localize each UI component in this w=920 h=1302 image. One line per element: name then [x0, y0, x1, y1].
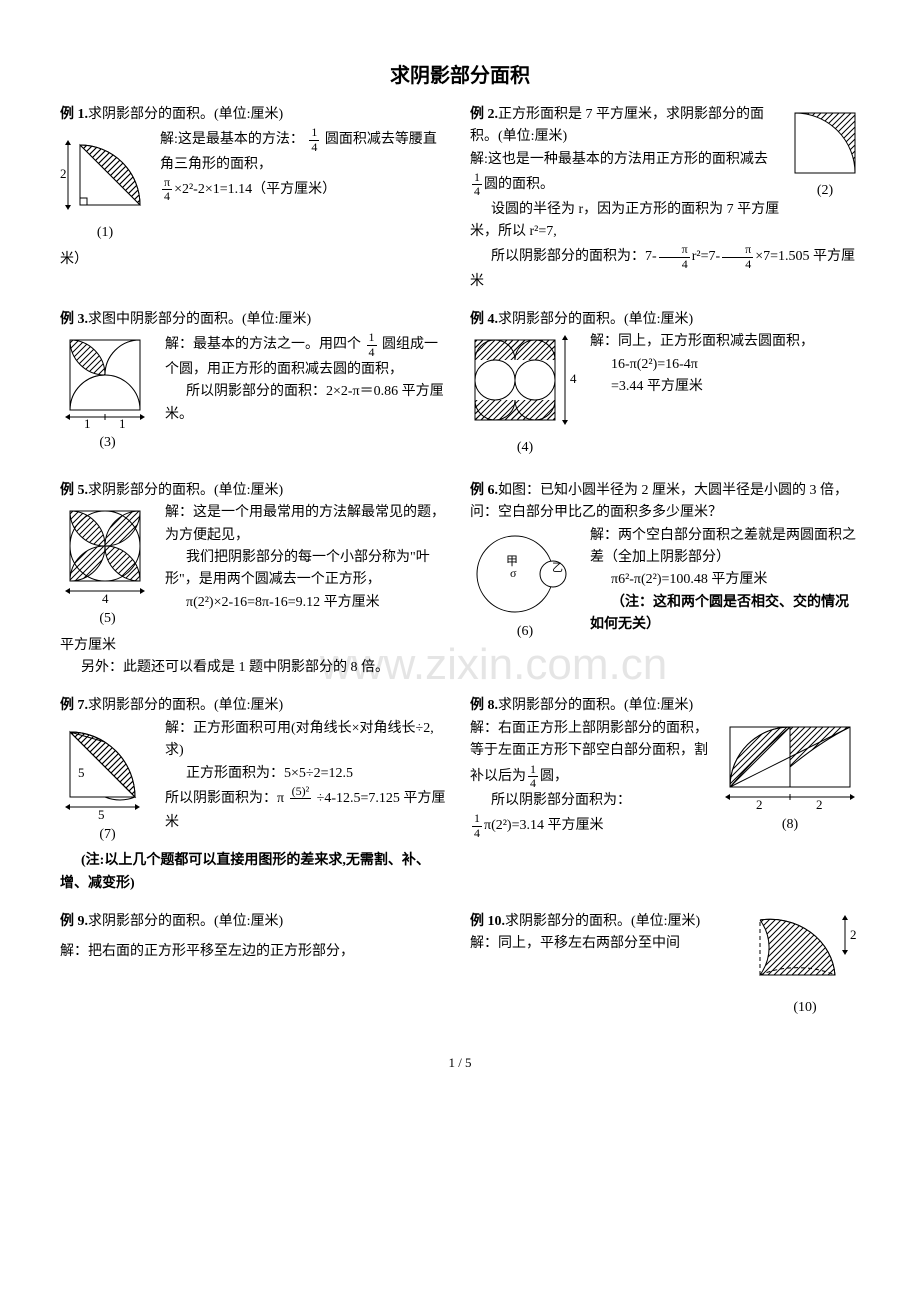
ex2-prompt: 正方形面积是 7 平方厘米，求阴影部分的面积。(单位:厘米)	[470, 107, 764, 144]
fig7-label: (7)	[60, 824, 155, 846]
svg-text:4: 4	[570, 371, 577, 386]
svg-text:5: 5	[98, 807, 105, 822]
ex6-sol1: 解：两个空白部分面积之差就是两圆面积之差（全加上阴影部分）	[590, 528, 856, 565]
ex2-heading: 例 2.	[470, 107, 498, 122]
ex5-heading: 例 5.	[60, 483, 88, 498]
ex4-prompt: 求阴影部分的面积。(单位:厘米)	[498, 312, 693, 327]
dim-label: 2	[60, 166, 67, 181]
fig3-label: (3)	[60, 432, 155, 454]
ex9-sol1: 解：把右面的正方形平移至左边的正方形部分，	[60, 941, 450, 963]
svg-text:5: 5	[78, 765, 85, 780]
ex9-heading: 例 9.	[60, 914, 88, 929]
ex7-sol3: 所以阴影面积为：π	[165, 791, 284, 806]
fig2-label: (2)	[790, 180, 860, 202]
example-7: 例 7.求阴影部分的面积。(单位:厘米) 5	[60, 695, 450, 895]
ex1-unit-tail: 米）	[60, 252, 88, 267]
example-5: 例 5.求阴影部分的面积。(单位:厘米) 4 (5) 解：	[60, 480, 450, 680]
ex1-sol1: 解:这是最基本的方法：	[160, 132, 304, 147]
svg-text:σ: σ	[510, 566, 517, 580]
figure-1: 2 (1)	[60, 130, 150, 244]
ex1-prompt: 求阴影部分的面积。(单位:厘米)	[88, 107, 283, 122]
ex8-prompt: 求阴影部分的面积。(单位:厘米)	[498, 698, 693, 713]
ex2-sol5: r²=7-	[692, 249, 720, 264]
svg-text:2: 2	[756, 797, 763, 812]
ex8-heading: 例 8.	[470, 698, 498, 713]
svg-text:2: 2	[816, 797, 823, 812]
fig8-label: (8)	[720, 814, 860, 836]
example-9: 例 9.求阴影部分的面积。(单位:厘米) 解：把右面的正方形平移至左边的正方形部…	[60, 911, 450, 1023]
svg-text:4: 4	[102, 591, 109, 606]
ex1-formula: ×2²-2×1=1.14（平方厘米）	[174, 182, 336, 197]
ex10-prompt: 求阴影部分的面积。(单位:厘米)	[505, 914, 700, 929]
example-6: 例 6.如图：已知小圆半径为 2 厘米，大圆半径是小圆的 3 倍，问：空白部分甲…	[470, 480, 860, 680]
figure-3: 1 1 (3)	[60, 335, 155, 454]
svg-text:乙: 乙	[552, 561, 563, 574]
page-title: 求阴影部分面积	[60, 60, 860, 92]
ex3-prompt: 求图中阴影部分的面积。(单位:厘米)	[88, 312, 311, 327]
ex5-sol1: 解：这是一个用最常用的方法解最常见的题，为方便起见，	[165, 505, 445, 542]
fig1-label: (1)	[60, 222, 150, 244]
ex4-sol1: 解：同上，正方形面积减去圆面积，	[590, 334, 814, 349]
ex8-sol4: π(2²)=3.14 平方厘米	[484, 818, 604, 833]
ex7-heading: 例 7.	[60, 698, 88, 713]
example-1: 例 1.求阴影部分的面积。(单位:厘米) 2 (1)	[60, 104, 450, 293]
ex2-sol3: 设圆的半径为 r，因为正方形的面积为 7 平方厘米，所以 r²=7,	[470, 199, 860, 244]
example-3: 例 3.求图中阴影部分的面积。(单位:厘米) 1 1	[60, 309, 450, 464]
example-2: (2) 例 2.正方形面积是 7 平方厘米，求阴影部分的面积。(单位:厘米) 解…	[470, 104, 860, 293]
ex1-heading: 例 1.	[60, 107, 88, 122]
ex3-sol1: 解：最基本的方法之一。用四个	[165, 337, 361, 352]
figure-4: 4 (4)	[470, 335, 580, 459]
ex6-heading: 例 6.	[470, 483, 498, 498]
ex7-note: (注:以上几个题都可以直接用图形的差来求,无需割、补、增、减变形)	[60, 850, 450, 895]
page-number: 1 / 5	[60, 1053, 860, 1074]
ex2-sol1: 解:这也是一种最基本的方法用正方形的面积减去	[470, 152, 768, 167]
ex7-sol1: 解：正方形面积可用(对角线长×对角线长÷2,求)	[165, 721, 434, 758]
ex2-sol4: 所以阴影部分的面积为：7-	[491, 249, 657, 264]
fig5-label: (5)	[60, 608, 155, 630]
ex5-prompt: 求阴影部分的面积。(单位:厘米)	[88, 483, 283, 498]
figure-8: 2 2 (8)	[720, 722, 860, 836]
example-8: 例 8.求阴影部分的面积。(单位:厘米) 2 2	[470, 695, 860, 895]
ex10-heading: 例 10.	[470, 914, 505, 929]
ex6-prompt: 如图：已知小圆半径为 2 厘米，大圆半径是小圆的 3 倍，问：空白部分甲比乙的面…	[470, 483, 848, 520]
svg-text:1: 1	[84, 416, 91, 430]
ex5-unit-tail: 平方厘米	[60, 638, 116, 653]
example-4: 例 4.求阴影部分的面积。(单位:厘米) 4	[470, 309, 860, 464]
example-10: 2 (10) 例 10.求阴影部分的面积。(单位:厘米) 解：同上，平移左右两部…	[470, 911, 860, 1023]
ex4-heading: 例 4.	[470, 312, 498, 327]
ex9-prompt: 求阴影部分的面积。(单位:厘米)	[88, 914, 283, 929]
fig4-label: (4)	[470, 437, 580, 459]
ex3-heading: 例 3.	[60, 312, 88, 327]
figure-6: 甲 σ 乙 (6)	[470, 529, 580, 643]
ex8-sol1: 解：右面正方形上部阴影部分的面积，等于左面正方形下部空白部分面积，割补以后为	[470, 721, 708, 784]
ex8-sol2: 圆，	[540, 769, 568, 784]
figure-2: (2)	[790, 108, 860, 202]
ex2-sol2: 圆的面积。	[484, 177, 554, 192]
ex7-prompt: 求阴影部分的面积。(单位:厘米)	[88, 698, 283, 713]
figure-7: 5 5 (7)	[60, 722, 155, 846]
figure-5: 4 (5)	[60, 506, 155, 630]
figure-10: 2 (10)	[750, 915, 860, 1019]
fig6-label: (6)	[470, 621, 580, 643]
ex5-sol4: 另外：此题还可以看成是 1 题中阴影部分的 8 倍。	[60, 657, 450, 679]
svg-text:1: 1	[119, 416, 126, 430]
svg-text:2: 2	[850, 927, 857, 942]
fig10-label: (10)	[750, 997, 860, 1019]
